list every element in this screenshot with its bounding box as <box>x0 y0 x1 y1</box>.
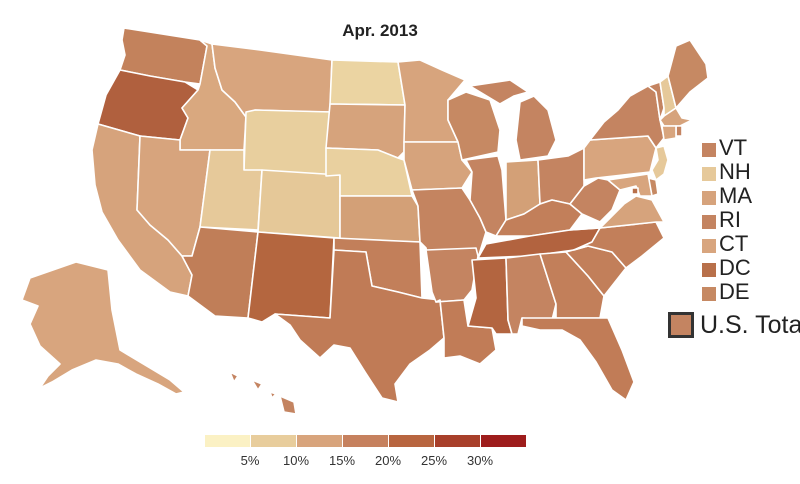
legend-swatch <box>702 239 716 253</box>
legend-label: RI <box>719 207 741 232</box>
state-MS[interactable] <box>467 257 513 335</box>
legend-label: CT <box>719 231 749 256</box>
scale-tick-label: 5% <box>240 453 260 468</box>
state-ND[interactable] <box>329 59 406 106</box>
state-NC[interactable] <box>573 221 665 269</box>
legend-label: NH <box>719 159 751 184</box>
map-title: Apr. 2013 <box>342 21 418 40</box>
state-VA[interactable] <box>569 195 665 231</box>
state-CO[interactable] <box>257 169 341 239</box>
state-FL[interactable] <box>521 317 635 401</box>
scale-swatch <box>297 435 342 447</box>
legend-label: VT <box>719 135 748 160</box>
state-IL[interactable] <box>465 155 507 237</box>
legend-swatch <box>702 143 716 157</box>
scale-swatch <box>343 435 388 447</box>
color-scale-legend: 5% 10% 15% 20% 25% 30% <box>205 435 527 475</box>
state-CT[interactable] <box>661 125 677 141</box>
legend-label: MA <box>719 183 752 208</box>
state-DC[interactable] <box>631 187 639 195</box>
scale-tick-label: 25% <box>420 453 448 468</box>
state-WY[interactable] <box>243 109 333 177</box>
state-MD[interactable] <box>607 173 653 197</box>
scale-swatch <box>435 435 480 447</box>
state-AK[interactable] <box>21 261 185 395</box>
legend-swatch <box>702 167 716 181</box>
state-MI[interactable] <box>469 79 557 161</box>
state-HI[interactable] <box>229 371 297 415</box>
state-NM[interactable] <box>247 231 335 323</box>
us-total-label: U.S. Total <box>700 311 800 339</box>
scale-swatch <box>389 435 434 447</box>
scale-tick-label: 10% <box>282 453 310 468</box>
scale-tick-label: 20% <box>374 453 402 468</box>
us-total-legend[interactable]: U.S. Total <box>667 310 800 340</box>
legend-swatch <box>702 263 716 277</box>
us-total-swatch <box>668 312 694 338</box>
state-KS[interactable] <box>339 195 421 243</box>
scale-swatch <box>205 435 250 447</box>
state-VT[interactable] <box>647 81 665 121</box>
state-ME[interactable] <box>667 39 709 109</box>
legend-swatch <box>702 191 716 205</box>
legend-swatch <box>702 215 716 229</box>
state-WI[interactable] <box>447 91 501 161</box>
state-LA[interactable] <box>435 299 497 365</box>
scale-tick-label: 15% <box>328 453 356 468</box>
state-NJ[interactable] <box>651 145 669 181</box>
scale-swatch <box>251 435 296 447</box>
state-AR[interactable] <box>425 247 479 303</box>
legend-label: DC <box>719 255 751 280</box>
legend-swatch <box>702 287 716 301</box>
scale-tick-label: 30% <box>466 453 494 468</box>
scale-swatch <box>481 435 526 447</box>
state-RI[interactable] <box>675 125 683 137</box>
state-TX[interactable] <box>274 249 445 403</box>
legend-label: DE <box>719 279 750 304</box>
state-PA[interactable] <box>583 135 657 181</box>
